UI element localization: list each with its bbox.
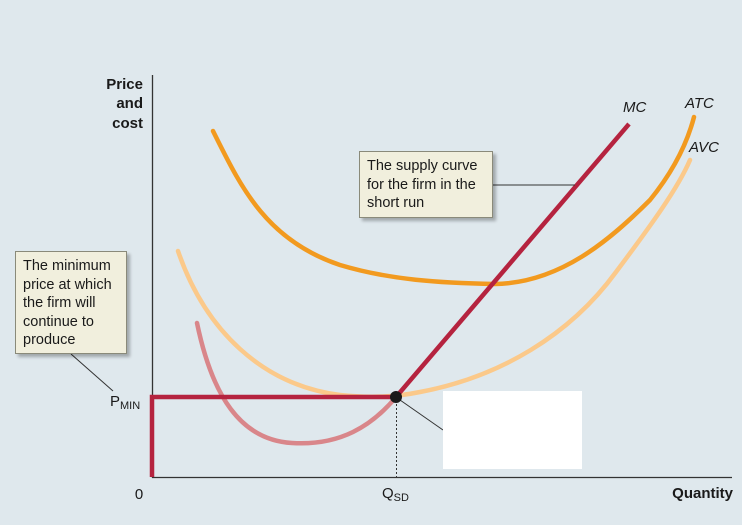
origin-label: 0 xyxy=(135,486,143,503)
min-price-note-line-4: continue to xyxy=(23,313,94,330)
short-run-supply-curve xyxy=(149,122,631,477)
supply-note-line-3: short run xyxy=(367,195,425,211)
supply-note-line-1: The supply curve xyxy=(367,158,478,174)
avc-curve xyxy=(175,157,693,399)
y-axis-title-line-3: cost xyxy=(112,115,143,132)
min-price-note-line-2: price at which xyxy=(23,276,112,293)
atc-curve xyxy=(210,114,697,287)
p-min-label: PMIN xyxy=(110,393,140,412)
min-price-note-line-3: the firm will xyxy=(23,295,96,311)
shutdown-point-leader xyxy=(399,399,444,431)
q-sd-label: QSD xyxy=(382,485,409,504)
mc-label: MC xyxy=(623,99,646,116)
avc-label: AVC xyxy=(688,139,719,156)
min-price-note-line-1: The minimum xyxy=(23,258,111,274)
minimum-price-note: The minimum price at which the firm will… xyxy=(15,251,127,354)
mc-lower-curve xyxy=(194,320,399,446)
min-price-note-leader xyxy=(70,353,114,392)
supply-note-line-2: for the firm in the xyxy=(367,176,476,193)
min-price-note-line-5: produce xyxy=(23,332,76,348)
y-axis-title-line-1: Price xyxy=(106,76,143,93)
supply-curve-note: The supply curve for the firm in the sho… xyxy=(359,151,493,218)
x-axis-title: Quantity xyxy=(672,485,733,502)
atc-label: ATC xyxy=(684,95,714,112)
blank-answer-box xyxy=(443,391,582,469)
y-axis-title-line-2: and xyxy=(116,95,143,112)
shutdown-point xyxy=(390,391,402,403)
